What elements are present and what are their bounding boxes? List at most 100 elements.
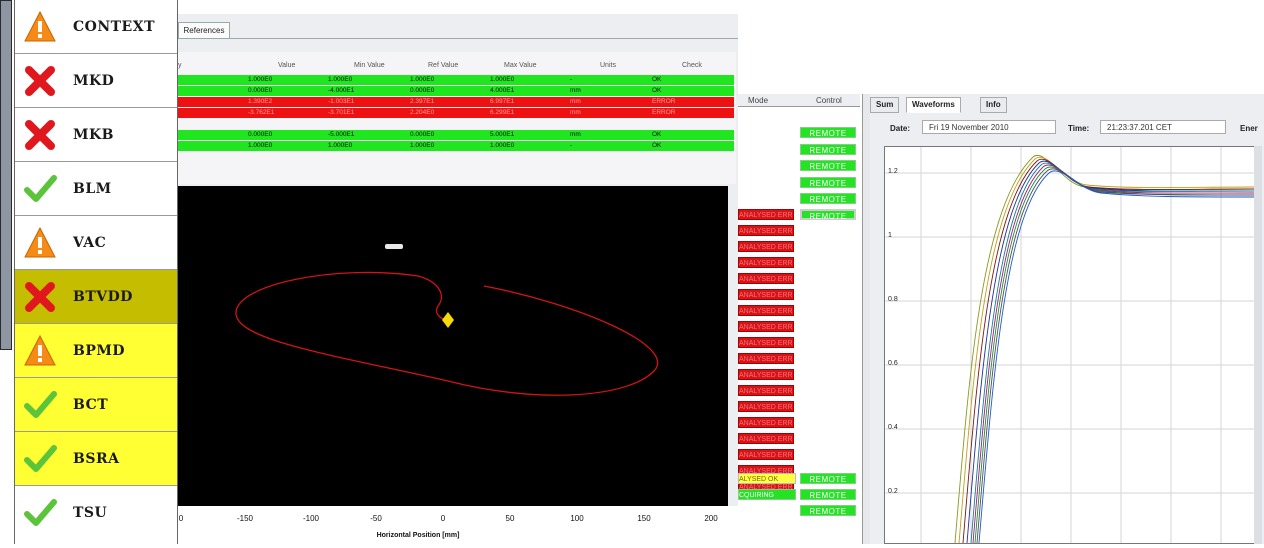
mode-status-cell: ANALYSED ERR [738, 401, 794, 412]
status-item-bct[interactable]: BCT [15, 378, 177, 432]
table-cell: -3.701E1 [328, 109, 355, 116]
x-axis-label: Horizontal Position [mm] [376, 532, 460, 539]
table-row[interactable]: 1.000E0 1.000E0 1.000E0 1.000E0 - OK [178, 75, 734, 85]
mode-control-header [738, 94, 860, 107]
tab-info[interactable]: Info [980, 97, 1007, 113]
remote-button[interactable]: REMOTE [800, 193, 856, 204]
mode-status-cell: ANALYSED ERR [738, 305, 794, 316]
y-tick-label: 0.4 [888, 424, 898, 431]
x-axis [178, 506, 738, 544]
left-window-blank [0, 350, 12, 544]
remote-button[interactable]: REMOTE [800, 473, 856, 484]
table-cell: 0.000E0 [410, 131, 435, 138]
status-item-btvdd[interactable]: BTVDD [15, 270, 177, 324]
mode-status-cell: ANALYSED ERR [738, 209, 794, 220]
table-cell: -3.762E1 [248, 109, 275, 116]
table-row[interactable]: -3.762E1 -3.701E1 2.204E0 6.299E1 mm ERR… [178, 108, 734, 118]
mode-status-cell: ANALYSED ERR [738, 433, 794, 444]
mode-status-cell: ANALYSED ERR [738, 369, 794, 380]
x-tick-label: 100 [570, 514, 584, 523]
status-label: BLM [73, 181, 112, 197]
tab-sum[interactable]: Sum [870, 97, 900, 113]
table-cell: OK [652, 76, 662, 83]
table-cell: - [570, 142, 573, 149]
waveform-plot [884, 146, 1256, 544]
status-item-bpmd[interactable]: BPMD [15, 324, 177, 378]
splitter-handle[interactable] [862, 94, 871, 544]
remote-button[interactable]: REMOTE [800, 505, 856, 516]
remote-button[interactable]: REMOTE [800, 160, 856, 171]
table-cell: mm [570, 98, 581, 105]
mode-status-cell: ANALYSED ERR [738, 385, 794, 396]
status-label: CONTEXT [73, 19, 156, 35]
status-item-vac[interactable]: VAC [15, 216, 177, 270]
status-label: BSRA [73, 451, 120, 467]
table-cell: ERROR [652, 109, 676, 116]
vertical-scrollbar[interactable] [1254, 146, 1262, 544]
tab-references[interactable]: References [178, 22, 230, 39]
column-header: y [178, 62, 182, 69]
beam-position-plot [178, 186, 728, 506]
table-cell: OK [652, 142, 662, 149]
mode-status-cell: ANALYSED ERR [738, 257, 794, 268]
y-tick-label: 1.2 [888, 168, 898, 175]
status-item-mkb[interactable]: MKB [15, 108, 177, 162]
table-cell: 0.000E0 [248, 131, 273, 138]
table-cell: 1.390E2 [248, 98, 273, 105]
y-tick-label: 0.2 [888, 488, 898, 495]
y-tick-label: 0.6 [888, 360, 898, 367]
remote-button[interactable]: REMOTE [800, 177, 856, 188]
table-cell: 1.000E0 [410, 76, 435, 83]
warning-icon [24, 226, 56, 258]
table-cell: 1.000E0 [248, 142, 273, 149]
warning-icon [24, 10, 56, 42]
x-tick-label: 150 [637, 514, 651, 523]
remote-button[interactable]: REMOTE [800, 489, 856, 500]
status-item-context[interactable]: CONTEXT [15, 0, 177, 54]
status-item-tsu[interactable]: TSU [15, 486, 177, 544]
table-cell: mm [570, 87, 581, 94]
status-label: TSU [73, 505, 108, 521]
tab-waveforms[interactable]: Waveforms [906, 97, 961, 113]
mode-status-cell: ALYSED OK [738, 473, 796, 484]
x-tick-label: 200 [704, 514, 718, 523]
date-value: Fri 19 November 2010 [922, 120, 1056, 134]
table-row[interactable]: 0.000E0 -5.000E1 0.000E0 5.000E1 mm OK [178, 130, 734, 140]
energy-label: Ener [1240, 124, 1258, 133]
column-header: Ref Value [428, 62, 459, 69]
error-x-icon [25, 66, 55, 96]
y-tick-label: 0.8 [888, 296, 898, 303]
mode-status-cell: ANALYSED ERR [738, 353, 794, 364]
check-icon [24, 391, 57, 418]
table-cell: -4.000E1 [328, 87, 355, 94]
left-window-frame [0, 0, 12, 350]
status-label: VAC [73, 235, 107, 251]
column-header: Max Value [504, 62, 537, 69]
table-cell: 1.000E0 [328, 76, 353, 83]
column-header: Check [682, 62, 702, 69]
warning-icon [24, 334, 56, 366]
mode-status-cell: ANALYSED ERR [738, 337, 794, 348]
table-cell: 1.000E0 [490, 76, 515, 83]
remote-button[interactable]: REMOTE [800, 209, 856, 221]
status-item-mkd[interactable]: MKD [15, 54, 177, 108]
remote-button[interactable]: REMOTE [800, 127, 856, 138]
waveform-graphic [885, 147, 1256, 544]
mode-status-cell: ANALYSED ERR [738, 321, 794, 332]
table-cell: 1.000E0 [490, 142, 515, 149]
mode-status-cell: ANALYSED ERR [738, 289, 794, 300]
check-icon [24, 499, 57, 526]
status-item-bsra[interactable]: BSRA [15, 432, 177, 486]
status-label: BCT [73, 397, 109, 413]
status-item-blm[interactable]: BLM [15, 162, 177, 216]
mode-column-header: Mode [748, 96, 769, 105]
remote-button[interactable]: REMOTE [800, 144, 856, 155]
table-cell: OK [652, 87, 662, 94]
check-icon [24, 445, 57, 472]
table-cell: 4.000E1 [490, 87, 515, 94]
table-row[interactable]: 1.390E2 -1.003E1 2.397E1 6.997E1 mm ERRO… [178, 97, 734, 107]
references-table [178, 52, 736, 184]
table-row[interactable]: 0.000E0 -4.000E1 0.000E0 4.000E1 mm OK [178, 86, 734, 96]
table-row[interactable]: 1.000E0 1.000E0 1.000E0 1.000E0 - OK [178, 141, 734, 151]
time-value: 21:23:37.201 CET [1100, 120, 1226, 134]
